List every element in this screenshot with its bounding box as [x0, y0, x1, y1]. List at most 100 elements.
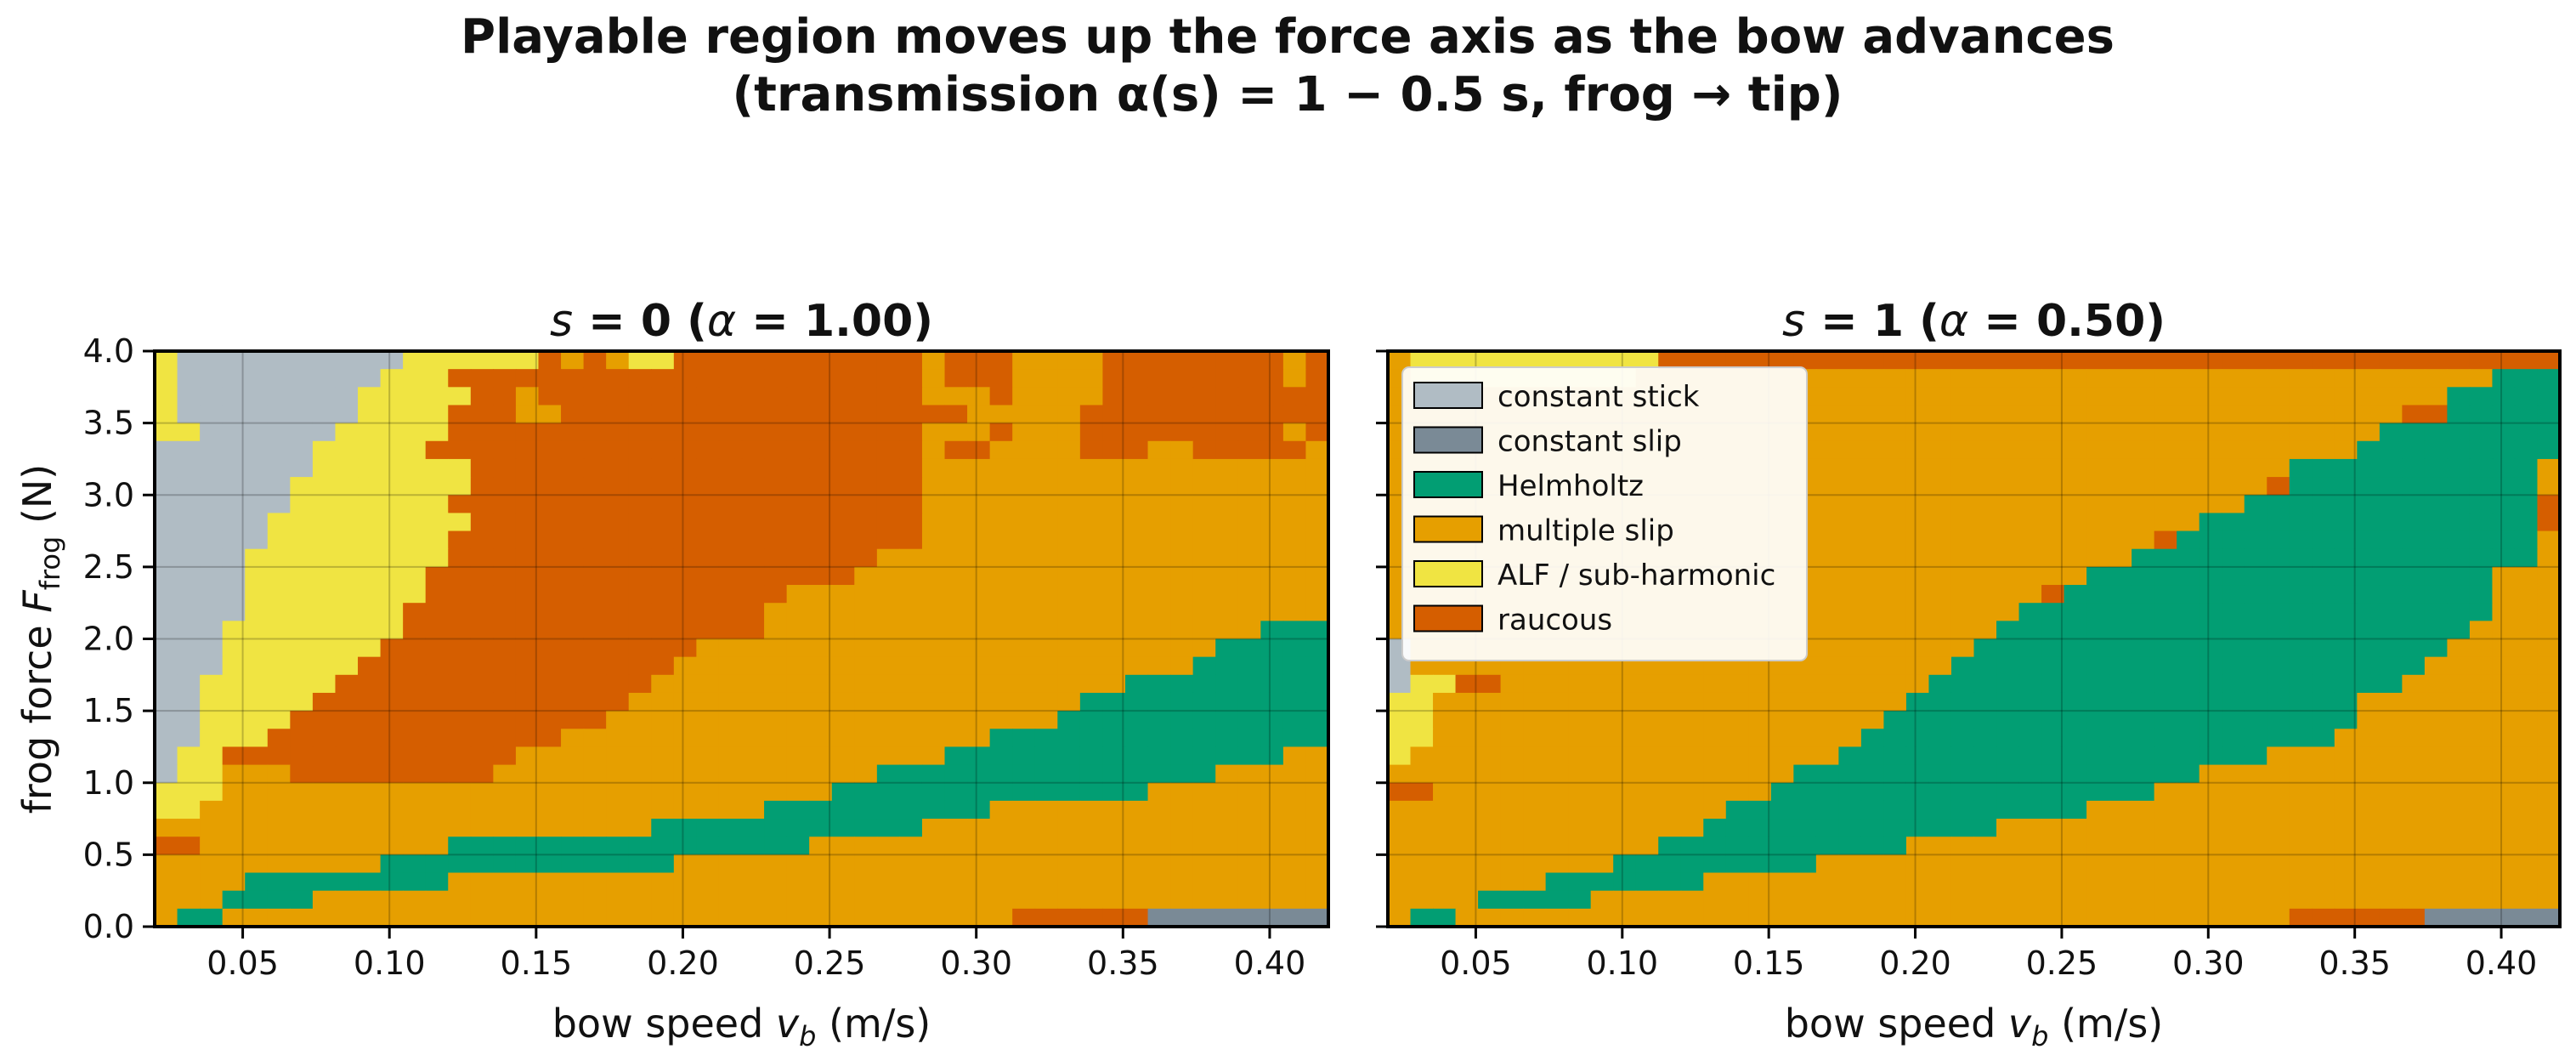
heatmap-cell [1478, 890, 1502, 910]
heatmap-cell [267, 548, 291, 568]
heatmap-cell [606, 458, 630, 478]
heatmap-cell [2537, 674, 2561, 694]
heatmap-cell [606, 890, 630, 910]
heatmap-cell [1079, 692, 1104, 712]
heatmap-cell [1860, 423, 1885, 442]
heatmap-cell [583, 656, 607, 676]
heatmap-cell [470, 440, 494, 460]
heatmap-cell [358, 405, 382, 424]
heatmap-cell [1282, 638, 1307, 658]
heatmap-cell [425, 369, 449, 388]
heatmap-cell [2041, 369, 2065, 388]
heatmap-cell [1658, 351, 1682, 370]
heatmap-cell [1124, 351, 1149, 370]
heatmap-cell [786, 423, 810, 442]
heatmap-cell [2334, 423, 2358, 442]
heatmap-cell [380, 423, 404, 442]
heatmap-cell [854, 837, 878, 855]
heatmap-cell [921, 782, 946, 802]
heatmap-cell [2334, 729, 2358, 748]
heatmap-cell [1034, 566, 1058, 586]
heatmap-cell [2289, 837, 2313, 855]
heatmap-cell [1410, 890, 1434, 910]
heatmap-cell [335, 530, 359, 550]
heatmap-cell [2064, 746, 2087, 766]
heatmap-cell [380, 872, 404, 892]
heatmap-cell [1388, 351, 1412, 370]
heatmap-cell [448, 351, 472, 370]
heatmap-cell [1305, 566, 1329, 586]
heatmap-cell [1860, 440, 1885, 460]
heatmap-cell [1102, 656, 1126, 676]
heatmap-cell [1455, 890, 1479, 910]
heatmap-cell [718, 513, 743, 532]
heatmap-cell [515, 603, 540, 621]
heatmap-cell [1170, 638, 1194, 658]
y-tick-label: 1.5 [83, 692, 134, 729]
heatmap-cell [2447, 351, 2471, 370]
heatmap-cell [1590, 746, 1614, 766]
heatmap-cell [1410, 764, 1434, 784]
heatmap-cell [470, 458, 494, 478]
heatmap-cell [1388, 674, 1412, 694]
heatmap-cell [1215, 692, 1239, 712]
heatmap-cell [1079, 405, 1104, 424]
heatmap-cell [1478, 800, 1502, 820]
heatmap-cell [2402, 711, 2426, 729]
heatmap-cell [786, 854, 810, 874]
heatmap-cell [1838, 819, 1862, 837]
heatmap-cell [899, 440, 923, 460]
heatmap-cell [2086, 908, 2110, 927]
heatmap-cell [2424, 837, 2448, 855]
heatmap-cell [177, 692, 201, 712]
heatmap-cell [1658, 872, 1682, 892]
heatmap-cell [831, 495, 855, 514]
figure-title-line1: Playable region moves up the force axis … [461, 9, 2115, 65]
heatmap-cell [1635, 800, 1659, 820]
heatmap-cell [267, 764, 291, 784]
heatmap-cell [1860, 746, 1885, 766]
heatmap-cell [2018, 782, 2042, 802]
heatmap-cell [786, 656, 810, 676]
heatmap-cell [1237, 603, 1261, 621]
heatmap-cell [696, 711, 720, 729]
heatmap-cell [335, 800, 359, 820]
heatmap-cell [854, 495, 878, 514]
heatmap-cell [1905, 513, 1930, 532]
heatmap-cell [2222, 800, 2245, 820]
heatmap-cell [2424, 548, 2448, 568]
heatmap-cell [1034, 387, 1058, 406]
heatmap-cell [2492, 548, 2516, 568]
heatmap-cell [2177, 908, 2200, 927]
heatmap-cell [1928, 603, 1952, 621]
heatmap-cell [2334, 638, 2358, 658]
heatmap-cell [245, 369, 269, 388]
heatmap-cell [1079, 621, 1104, 640]
legend-swatch [1413, 560, 1483, 587]
heatmap-cell [921, 746, 946, 766]
heatmap-cell [786, 566, 810, 586]
heatmap-cell [1433, 800, 1457, 820]
heatmap-cell [1057, 603, 1081, 621]
heatmap-cell [944, 530, 968, 550]
heatmap-cell [2402, 495, 2426, 514]
heatmap-cell [606, 351, 630, 370]
heatmap-cell [2267, 800, 2290, 820]
heatmap-cell [515, 458, 540, 478]
heatmap-cell [1973, 495, 1997, 514]
heatmap-cell [425, 872, 449, 892]
heatmap-cell [2492, 566, 2516, 586]
heatmap-cell [696, 440, 720, 460]
heatmap-cell [2492, 782, 2516, 802]
heatmap-cell [2357, 603, 2381, 621]
heatmap-cell [1725, 782, 1749, 802]
heatmap-cell [899, 405, 923, 424]
heatmap-cell [1996, 351, 2020, 370]
heatmap-cell [493, 890, 517, 910]
heatmap-cell [673, 621, 697, 640]
heatmap-cell [989, 674, 1013, 694]
heatmap-cell [876, 548, 901, 568]
heatmap-cell [1860, 495, 1885, 514]
heatmap-cell [673, 854, 697, 874]
heatmap-cell [2379, 387, 2403, 406]
